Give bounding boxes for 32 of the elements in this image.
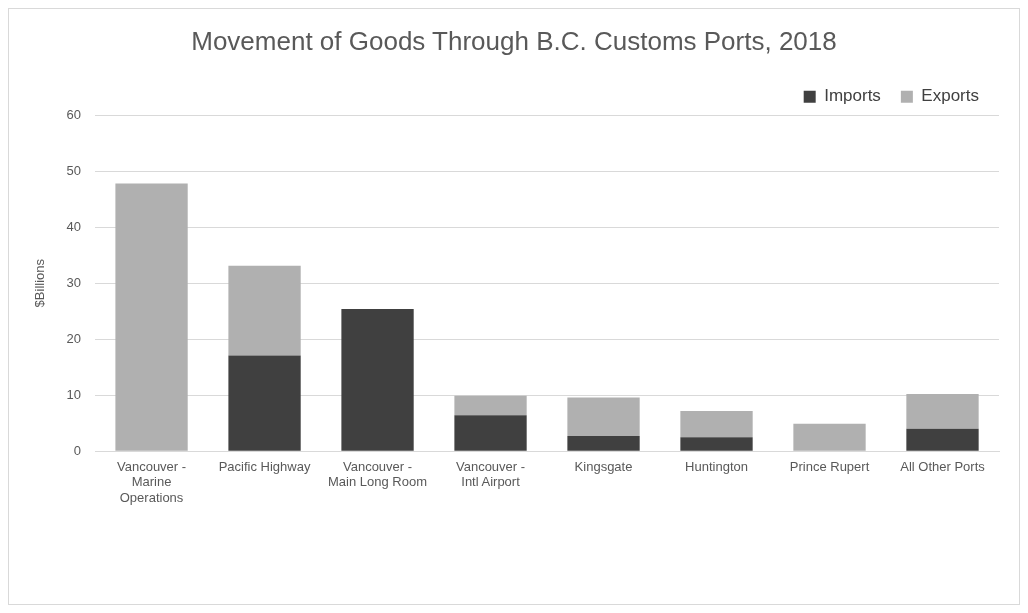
y-tick-label: 40: [66, 218, 82, 234]
y-tick-label: 20: [66, 330, 82, 346]
bar: [454, 415, 527, 451]
bar: [567, 436, 640, 451]
x-tick-label: Vancouver - Intl Airport: [455, 458, 526, 490]
y-tick-label: 50: [66, 162, 82, 178]
x-tick-label: Kingsgate: [574, 458, 633, 474]
x-tick-label: Prince Rupert: [789, 458, 870, 474]
bar: [906, 428, 979, 451]
bar: [793, 423, 866, 451]
x-tick-label: All Other Ports: [900, 458, 986, 474]
y-tick-label: 60: [66, 106, 82, 122]
bar: [115, 183, 188, 451]
bar: [228, 355, 301, 451]
x-tick-label: Huntington: [685, 458, 748, 474]
x-tick-label: Vancouver - Marine Operations: [116, 458, 187, 505]
bar: [341, 308, 414, 451]
bar: [454, 395, 527, 416]
legend-label: Exports: [921, 86, 980, 106]
x-tick-label: Vancouver - Main Long Room: [328, 458, 428, 490]
y-axis-title: $Billions: [32, 258, 48, 308]
legend-label: Imports: [824, 86, 881, 106]
x-tick-label: Pacific Highway: [218, 458, 311, 474]
bar: [228, 265, 301, 356]
y-tick-label: 0: [73, 442, 82, 458]
bar: [680, 437, 753, 451]
bar: [906, 394, 979, 429]
y-tick-label: 30: [66, 274, 82, 290]
bar: [680, 410, 753, 438]
bar: [567, 397, 640, 437]
y-tick-label: 10: [66, 386, 82, 402]
chart-title: Movement of Goods Through B.C. Customs Ports, 2018: [191, 25, 837, 56]
